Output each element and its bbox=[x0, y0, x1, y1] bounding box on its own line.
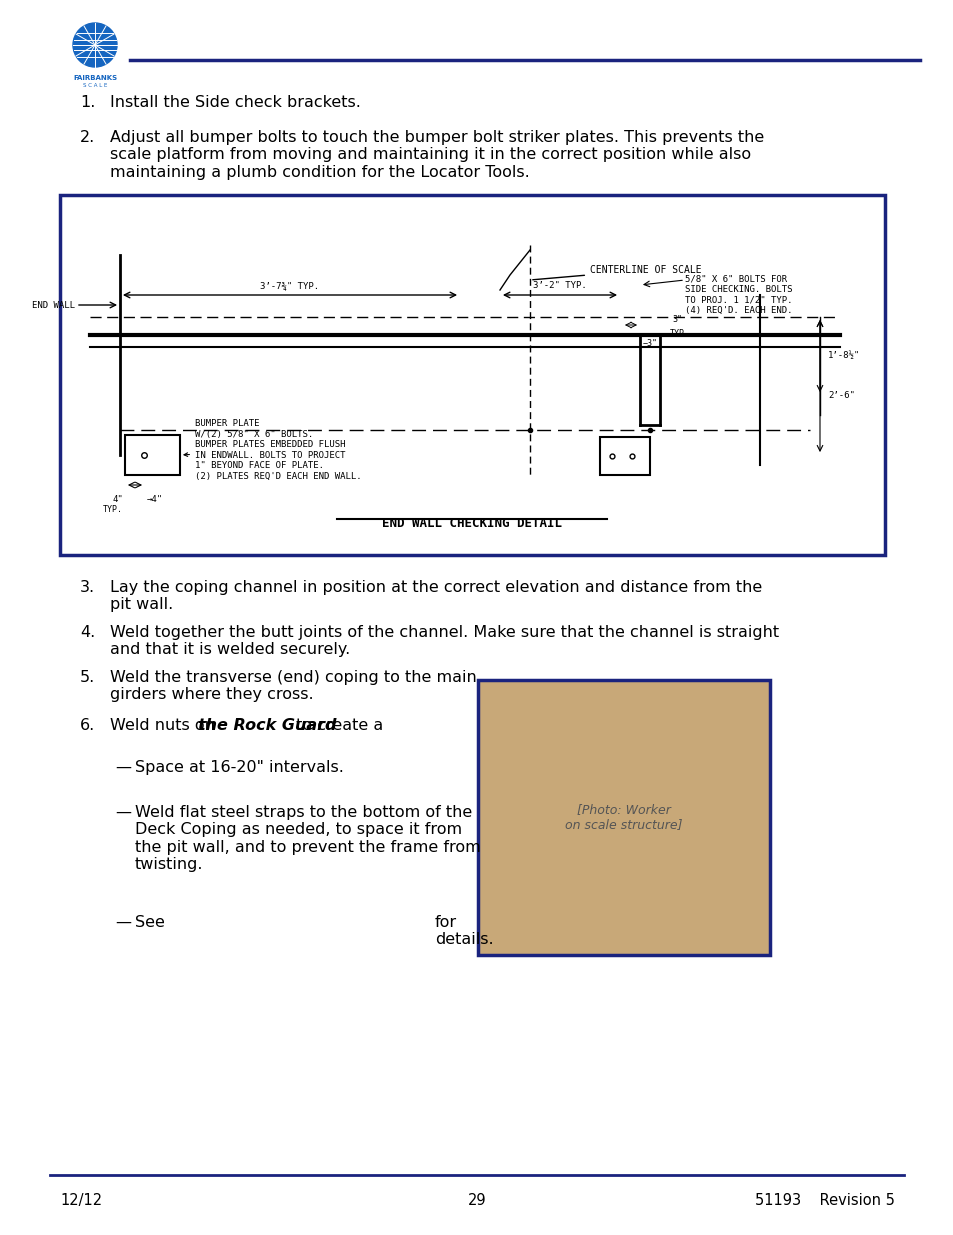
Text: —: — bbox=[115, 760, 131, 776]
Text: —: — bbox=[115, 915, 131, 930]
Text: for
details.: for details. bbox=[435, 915, 493, 947]
Text: BUMPER PLATE
W/(2) 5/8" X 6" BOLTS.
BUMPER PLATES EMBEDDED FLUSH
IN ENDWALL. BOL: BUMPER PLATE W/(2) 5/8" X 6" BOLTS. BUMP… bbox=[184, 420, 361, 480]
Text: END WALL: END WALL bbox=[32, 300, 75, 310]
Text: 3": 3" bbox=[671, 315, 681, 325]
Text: 2’-6": 2’-6" bbox=[827, 391, 854, 400]
Text: 51193    Revision 5: 51193 Revision 5 bbox=[755, 1193, 894, 1208]
Text: [Photo: Worker
on scale structure]: [Photo: Worker on scale structure] bbox=[565, 804, 682, 831]
Text: Install the Side check brackets.: Install the Side check brackets. bbox=[110, 95, 360, 110]
Text: FAIRBANKS: FAIRBANKS bbox=[72, 75, 117, 82]
Text: Weld nuts on: Weld nuts on bbox=[110, 718, 225, 734]
Text: Lay the coping channel in position at the correct elevation and distance from th: Lay the coping channel in position at th… bbox=[110, 580, 761, 613]
Bar bbox=[599, 437, 649, 475]
Text: Space at 16-20" intervals.: Space at 16-20" intervals. bbox=[135, 760, 343, 776]
Text: to create a: to create a bbox=[291, 718, 383, 734]
Text: 3.: 3. bbox=[80, 580, 95, 595]
Text: See: See bbox=[135, 915, 165, 930]
Text: 5.: 5. bbox=[80, 671, 95, 685]
Text: 5/8" X 6" BOLTS FOR
SIDE CHECKING. BOLTS
TO PROJ. 1 1/2" TYP.
(4) REQ'D. EACH EN: 5/8" X 6" BOLTS FOR SIDE CHECKING. BOLTS… bbox=[684, 275, 792, 315]
Text: −3": −3" bbox=[642, 338, 658, 347]
Bar bbox=[60, 195, 884, 555]
Text: the Rock Guard: the Rock Guard bbox=[198, 718, 336, 734]
Text: Weld the transverse (end) coping to the main
girders where they cross.: Weld the transverse (end) coping to the … bbox=[110, 671, 476, 703]
Text: TYP.: TYP. bbox=[103, 505, 123, 514]
Text: 1.: 1. bbox=[80, 95, 95, 110]
Bar bbox=[125, 435, 180, 475]
Text: 29: 29 bbox=[467, 1193, 486, 1208]
Text: 2.: 2. bbox=[80, 130, 95, 144]
Text: →4": →4" bbox=[147, 495, 163, 504]
Text: Weld flat steel straps to the bottom of the
Deck Coping as needed, to space it f: Weld flat steel straps to the bottom of … bbox=[135, 805, 480, 872]
Text: 6.: 6. bbox=[80, 718, 95, 734]
Text: 12/12: 12/12 bbox=[60, 1193, 102, 1208]
Text: TYP.: TYP. bbox=[669, 329, 689, 337]
Text: S C A L E: S C A L E bbox=[83, 83, 107, 88]
Text: Weld together the butt joints of the channel. Make sure that the channel is stra: Weld together the butt joints of the cha… bbox=[110, 625, 779, 657]
Text: 3’-7¾" TYP.: 3’-7¾" TYP. bbox=[260, 282, 319, 290]
Circle shape bbox=[73, 23, 117, 67]
Text: CENTERLINE OF SCALE: CENTERLINE OF SCALE bbox=[532, 266, 700, 280]
Text: 4": 4" bbox=[112, 495, 123, 504]
Text: —: — bbox=[115, 805, 131, 820]
Text: END WALL CHECKING DETAIL: END WALL CHECKING DETAIL bbox=[382, 517, 562, 530]
Text: 4.: 4. bbox=[80, 625, 95, 640]
Text: 3’-2" TYP.: 3’-2" TYP. bbox=[533, 282, 586, 290]
Bar bbox=[477, 680, 769, 955]
Text: 1’-8½": 1’-8½" bbox=[827, 352, 860, 361]
Text: Adjust all bumper bolts to touch the bumper bolt striker plates. This prevents t: Adjust all bumper bolts to touch the bum… bbox=[110, 130, 763, 180]
